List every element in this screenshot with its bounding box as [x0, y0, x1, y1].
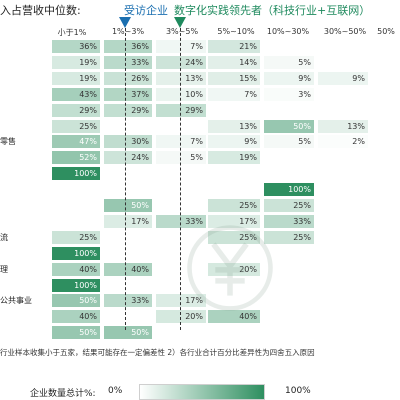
heatmap-cell: 29%	[156, 103, 206, 117]
heatmap-cell: 14%	[208, 55, 260, 69]
heatmap-cell: 36%	[104, 40, 152, 53]
heatmap-cell: 25%	[52, 230, 100, 244]
heatmap-cell: 29%	[52, 103, 100, 117]
heatmap-cell: 25%	[208, 230, 260, 244]
heatmap-cell: 100%	[52, 246, 100, 260]
heatmap-cell: 37%	[104, 87, 152, 101]
column-header: 小于1%	[57, 28, 87, 37]
heatmap-cell: 3%	[264, 87, 314, 101]
heatmap-cell: 33%	[156, 214, 206, 228]
heatmap-cell: 17%	[156, 294, 206, 308]
legend-visited-companies: 受访企业	[124, 4, 168, 17]
heatmap-cell: 13%	[208, 119, 260, 133]
heatmap-cell: 10%	[156, 87, 206, 101]
heatmap-cell: 50%	[104, 199, 152, 212]
heatmap-cell: 100%	[264, 183, 314, 197]
median-marker-triangle	[174, 17, 186, 28]
heatmap-cell: 20%	[208, 262, 260, 276]
heatmap-cell: 13%	[318, 119, 368, 133]
chart-header: 入占营收中位数: 受访企业 数字化实践领先者（科技行业+互联网）	[0, 0, 400, 18]
heatmap-cell: 25%	[264, 199, 314, 212]
legend-digital-leaders: 数字化实践领先者（科技行业+互联网）	[174, 4, 371, 17]
yuan-watermark-icon	[187, 225, 273, 311]
color-scale-bar	[139, 384, 265, 400]
heatmap-cell: 15%	[208, 71, 260, 85]
heatmap-cell: 24%	[156, 55, 206, 69]
row-label: 流	[0, 232, 8, 242]
column-header: 10%~30%	[266, 27, 310, 36]
heatmap-cell: 19%	[52, 71, 100, 85]
heatmap-cell: 26%	[104, 71, 152, 85]
column-header: 1%~3%	[111, 27, 145, 36]
heatmap-cell: 13%	[156, 71, 206, 85]
color-scale-title: 企业数量总计%:	[30, 389, 96, 399]
heatmap-cell: 33%	[104, 55, 152, 69]
heatmap-cell: 7%	[208, 87, 260, 101]
heatmap-cell: 50%	[264, 119, 314, 133]
median-marker-line	[125, 18, 126, 330]
heatmap-cell: 25%	[208, 199, 260, 212]
heatmap-cell: 40%	[52, 310, 100, 324]
heatmap-cell: 29%	[104, 103, 152, 117]
heatmap-cell: 100%	[52, 278, 100, 292]
heatmap-cell: 40%	[208, 310, 260, 324]
heatmap-cell: 9%	[264, 71, 314, 85]
row-label: 公共事业	[0, 296, 32, 306]
heatmap-cell: 17%	[208, 214, 260, 228]
heatmap-cell: 5%	[264, 55, 314, 69]
heatmap-cell: 50%	[52, 294, 100, 308]
heatmap-cell: 40%	[104, 262, 152, 276]
color-scale-min: 0%	[108, 386, 123, 396]
column-header: 50%	[377, 27, 395, 36]
heatmap-cell: 7%	[156, 135, 206, 149]
heatmap-cell: 43%	[52, 87, 100, 101]
heatmap-cell: 50%	[104, 326, 152, 340]
footnote: 行业样本收集小于五家，结果可能存在一定偏差性 2）各行业合计百分比差异性为四舍五…	[0, 348, 315, 357]
heatmap-cell: 5%	[264, 135, 314, 149]
heatmap-cell: 21%	[208, 40, 260, 53]
heatmap-cell: 50%	[52, 326, 100, 340]
title-prefix: 入占营收中位数:	[0, 4, 81, 17]
median-marker-line	[180, 18, 181, 330]
heatmap-cell: 100%	[52, 167, 100, 181]
heatmap-cell: 30%	[104, 135, 152, 149]
heatmap-cell: 36%	[52, 40, 100, 53]
heatmap-cell: 33%	[264, 214, 314, 228]
heatmap-cell: 2%	[318, 135, 368, 149]
median-marker-triangle	[119, 17, 131, 28]
heatmap-cell: 24%	[104, 151, 152, 165]
heatmap-cell: 7%	[156, 40, 206, 53]
heatmap-cell: 52%	[52, 151, 100, 165]
heatmap-cell: 9%	[208, 135, 260, 149]
heatmap-cell: 19%	[208, 151, 260, 165]
heatmap-cell: 5%	[156, 151, 206, 165]
column-header: 3%~5%	[165, 27, 199, 36]
heatmap-cell: 47%	[52, 135, 100, 149]
row-label: 理	[0, 264, 8, 274]
heatmap-cell: 25%	[52, 119, 100, 133]
heatmap-cell: 40%	[52, 262, 100, 276]
heatmap-cell: 25%	[264, 230, 314, 244]
color-scale-max: 100%	[285, 386, 311, 396]
column-header: 30%~50%	[323, 27, 367, 36]
heatmap-cell: 9%	[318, 71, 368, 85]
heatmap-cell: 20%	[156, 310, 206, 324]
row-label: 零售	[0, 137, 16, 147]
heatmap-cell: 17%	[104, 214, 152, 228]
column-header: 5%~10%	[217, 27, 255, 36]
heatmap-cell: 19%	[52, 55, 100, 69]
heatmap-cell: 33%	[104, 294, 152, 308]
